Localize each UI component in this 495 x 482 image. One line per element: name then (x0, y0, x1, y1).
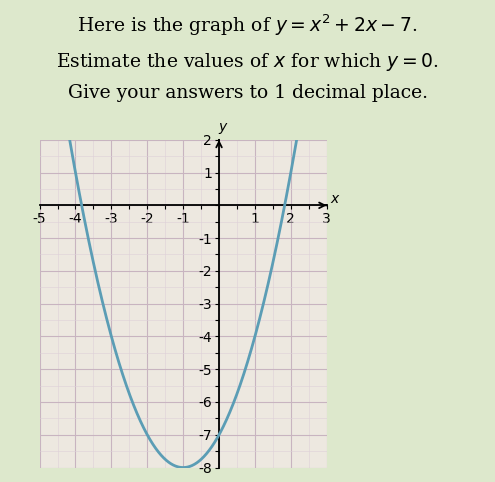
Text: $y$: $y$ (218, 121, 229, 136)
Text: Here is the graph of $y = x^2 + 2x - 7$.: Here is the graph of $y = x^2 + 2x - 7$. (77, 12, 418, 38)
Text: Give your answers to 1 decimal place.: Give your answers to 1 decimal place. (67, 84, 428, 102)
Text: Estimate the values of $x$ for which $y = 0$.: Estimate the values of $x$ for which $y … (56, 51, 439, 73)
Text: $x$: $x$ (330, 192, 340, 206)
